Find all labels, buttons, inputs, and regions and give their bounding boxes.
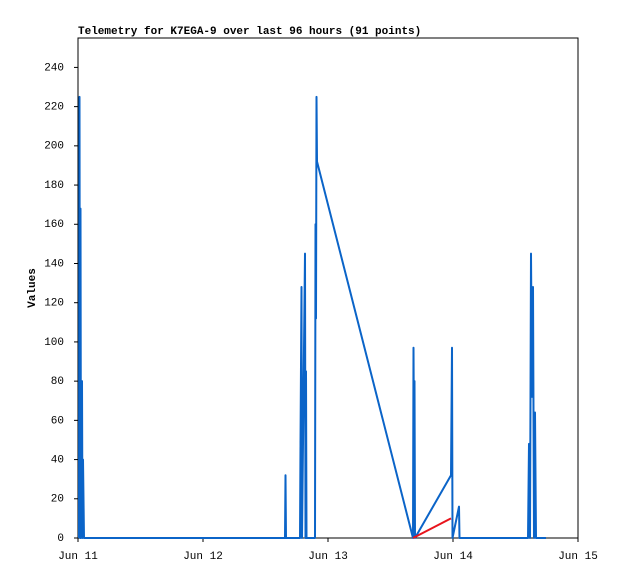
- series-line: [78, 95, 546, 539]
- y-tick-label: 80: [51, 376, 64, 388]
- chart-title: Telemetry for K7EGA-9 over last 96 hours…: [78, 26, 421, 38]
- y-tick-label: 220: [44, 102, 64, 114]
- y-axis-label: Values: [27, 268, 39, 308]
- series-line: [412, 517, 452, 539]
- y-tick-label: 180: [44, 180, 64, 192]
- x-tick-label: Jun 15: [558, 551, 598, 563]
- x-tick-label: Jun 11: [58, 551, 98, 563]
- y-tick-label: 20: [51, 494, 64, 506]
- x-tick-label: Jun 14: [433, 551, 473, 563]
- y-tick-label: 240: [44, 62, 64, 74]
- y-tick-label: 120: [44, 298, 64, 310]
- y-tick-label: 200: [44, 141, 64, 153]
- y-tick-label: 160: [44, 219, 64, 231]
- x-tick-label: Jun 12: [183, 551, 223, 563]
- y-tick-label: 140: [44, 258, 64, 270]
- y-tick-label: 40: [51, 454, 64, 466]
- y-tick-label: 0: [57, 533, 64, 545]
- y-tick-label: 60: [51, 415, 64, 427]
- y-tick-label: 100: [44, 337, 64, 349]
- x-tick-label: Jun 13: [308, 551, 348, 563]
